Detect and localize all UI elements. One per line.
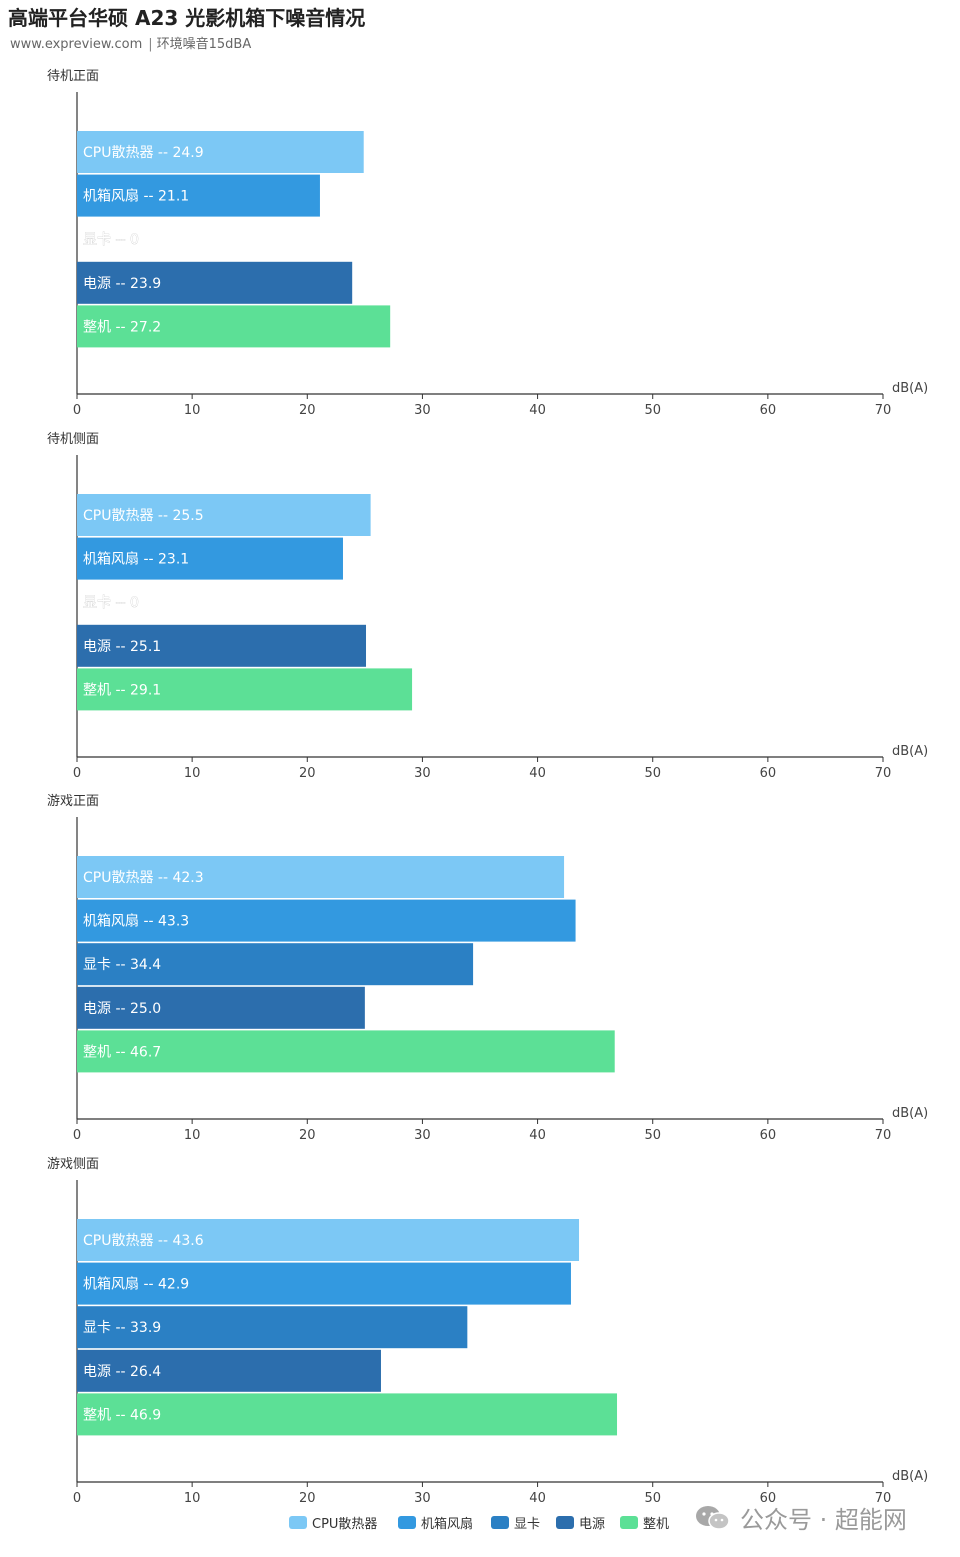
x-tick-label: 40 <box>529 1491 546 1506</box>
ambient-noise-note: 环境噪音15dBA <box>156 37 252 52</box>
bar <box>77 1262 571 1305</box>
x-tick-label: 50 <box>644 403 661 418</box>
x-tick-label: 60 <box>760 766 777 781</box>
bar <box>77 986 365 1029</box>
watermark: 公众号 · 超能网 <box>694 1500 907 1535</box>
x-axis-unit-label: dB(A) <box>892 381 928 396</box>
x-tick-label: 20 <box>299 1128 316 1143</box>
bar-data-label: CPU散热器 -- 24.9 <box>83 145 204 161</box>
bar-data-label: 电源 -- 25.0 <box>83 1001 161 1017</box>
x-tick-label: 30 <box>414 403 431 418</box>
bar <box>77 1219 580 1261</box>
bar-data-label: 整机 -- 46.7 <box>83 1044 161 1060</box>
legend-label: 整机 <box>643 1517 669 1532</box>
bar <box>77 261 353 304</box>
x-tick-label: 70 <box>875 1491 892 1506</box>
legend-label: 显卡 <box>514 1517 540 1532</box>
x-tick-label: 10 <box>184 1491 201 1506</box>
bar-data-label: 整机 -- 29.1 <box>83 682 161 698</box>
bar-data-label: 电源 -- 25.1 <box>83 639 161 655</box>
x-tick-label: 40 <box>529 403 546 418</box>
x-tick-label: 40 <box>529 766 546 781</box>
x-tick-label: 10 <box>184 766 201 781</box>
bar-data-label: 显卡 -- 34.4 <box>83 957 161 973</box>
legend-label: 电源 <box>579 1517 605 1532</box>
x-tick-label: 30 <box>414 1491 431 1506</box>
watermark-text: 公众号 · 超能网 <box>740 1506 907 1534</box>
chart-subtitle: www.expreview.com | 环境噪音15dBA <box>10 33 251 52</box>
wechat-icon <box>694 1504 732 1532</box>
bar-data-label: 电源 -- 23.9 <box>83 276 161 292</box>
x-tick-label: 10 <box>184 1128 201 1143</box>
bar-data-label: 电源 -- 26.4 <box>83 1364 161 1380</box>
bar <box>77 1349 381 1392</box>
legend-swatch <box>289 1516 307 1529</box>
panel-title: 待机正面 <box>47 69 99 84</box>
panel-title: 游戏侧面 <box>47 1157 99 1172</box>
bar <box>77 174 320 217</box>
bar <box>77 668 413 711</box>
x-tick-label: 20 <box>299 403 316 418</box>
bar-data-label: 显卡 -- 0 <box>83 232 139 248</box>
subtitle-separator: | <box>148 37 153 52</box>
x-tick-label: 10 <box>184 403 201 418</box>
legend-swatch <box>491 1516 509 1529</box>
bar-data-label: 整机 -- 27.2 <box>83 319 161 335</box>
panel-title: 待机侧面 <box>47 432 99 447</box>
x-tick-label: 0 <box>73 1128 81 1143</box>
source-url: www.expreview.com <box>10 37 143 52</box>
x-tick-label: 50 <box>644 1128 661 1143</box>
bar-data-label: 机箱风扇 -- 23.1 <box>83 552 189 568</box>
x-tick-label: 20 <box>299 766 316 781</box>
bar-data-label: CPU散热器 -- 25.5 <box>83 508 204 524</box>
bar <box>77 537 343 580</box>
x-tick-label: 60 <box>760 1128 777 1143</box>
bar-data-label: 显卡 -- 33.9 <box>83 1320 161 1336</box>
bar <box>77 1393 618 1436</box>
legend-label: 机箱风扇 <box>421 1516 473 1532</box>
bar <box>77 1030 615 1073</box>
panel-title: 游戏正面 <box>47 794 99 809</box>
x-tick-label: 70 <box>875 766 892 781</box>
legend-label: CPU散热器 <box>312 1517 377 1532</box>
x-tick-label: 0 <box>73 766 81 781</box>
bar-data-label: CPU散热器 -- 42.3 <box>83 870 204 886</box>
bar <box>77 305 391 348</box>
x-tick-label: 30 <box>414 766 431 781</box>
bar-data-label: 机箱风扇 -- 42.9 <box>83 1277 189 1293</box>
bar <box>77 1306 468 1349</box>
x-axis-unit-label: dB(A) <box>892 744 928 759</box>
x-tick-label: 60 <box>760 1491 777 1506</box>
bar <box>77 856 565 898</box>
x-tick-label: 70 <box>875 403 892 418</box>
bar <box>77 494 371 536</box>
x-tick-label: 20 <box>299 1491 316 1506</box>
bar-data-label: 机箱风扇 -- 43.3 <box>83 914 189 930</box>
x-tick-label: 0 <box>73 1491 81 1506</box>
bar-data-label: 整机 -- 46.9 <box>83 1407 161 1423</box>
bar-data-label: 显卡 -- 0 <box>83 595 139 611</box>
legend-swatch <box>620 1516 638 1529</box>
x-tick-label: 60 <box>760 403 777 418</box>
bar-data-label: CPU散热器 -- 43.6 <box>83 1233 204 1249</box>
legend-swatch <box>556 1516 574 1529</box>
bar <box>77 624 367 667</box>
bar-data-label: 机箱风扇 -- 21.1 <box>83 189 189 205</box>
x-tick-label: 40 <box>529 1128 546 1143</box>
x-tick-label: 30 <box>414 1128 431 1143</box>
x-tick-label: 70 <box>875 1128 892 1143</box>
x-axis-unit-label: dB(A) <box>892 1469 928 1484</box>
x-tick-label: 50 <box>644 766 661 781</box>
bar <box>77 131 364 173</box>
bar <box>77 943 474 986</box>
legend-swatch <box>398 1516 416 1529</box>
x-tick-label: 50 <box>644 1491 661 1506</box>
chart-title: 高端平台华硕 A23 光影机箱下噪音情况 <box>8 6 366 30</box>
x-axis-unit-label: dB(A) <box>892 1106 928 1121</box>
bar <box>77 899 576 942</box>
x-tick-label: 0 <box>73 403 81 418</box>
